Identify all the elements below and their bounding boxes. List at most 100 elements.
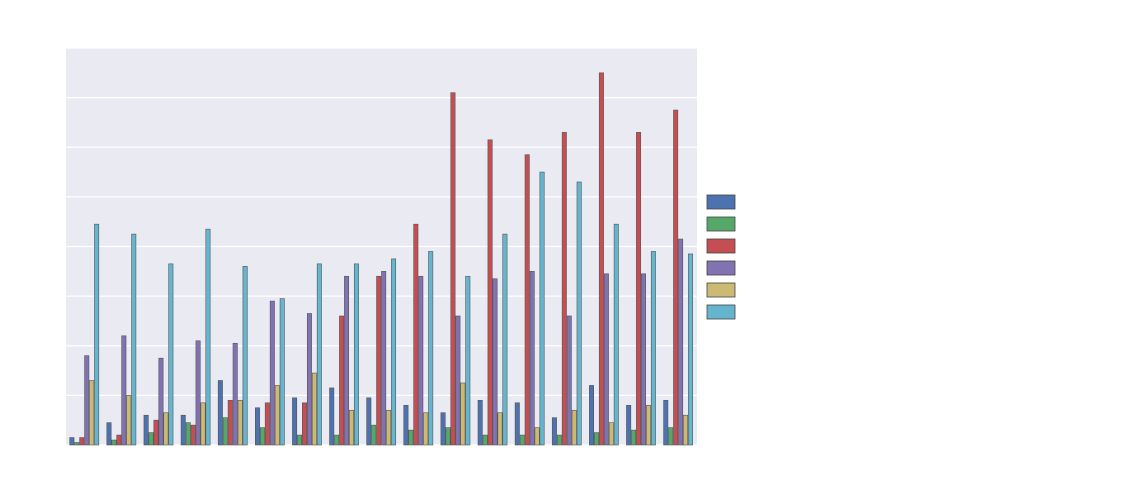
bar (576, 181, 582, 446)
bar (598, 72, 604, 446)
bar (534, 427, 540, 446)
bar (556, 434, 562, 446)
bar (353, 263, 359, 446)
bar (329, 387, 335, 446)
bar (94, 223, 100, 446)
bar (455, 315, 461, 446)
bar (514, 402, 520, 446)
bar (376, 275, 382, 446)
bar (217, 380, 223, 446)
bar (529, 271, 535, 446)
bar (445, 427, 451, 446)
bar (571, 409, 577, 446)
bar (148, 432, 154, 446)
bar (227, 400, 233, 446)
bar (185, 422, 191, 446)
bars (69, 72, 693, 446)
bar (200, 402, 206, 446)
bar (650, 251, 656, 446)
bar (386, 409, 392, 446)
bar (274, 385, 280, 446)
bar (636, 132, 642, 446)
bar (168, 263, 174, 446)
legend-swatch (706, 304, 736, 320)
bar (297, 434, 303, 446)
bar (334, 434, 340, 446)
bar (344, 275, 350, 446)
bar (482, 434, 488, 446)
bar (524, 154, 530, 446)
bar (663, 400, 669, 446)
bar (460, 382, 466, 446)
legend-swatch (706, 216, 736, 232)
bar (403, 404, 409, 446)
bar (292, 397, 298, 446)
legend (706, 194, 736, 320)
bar (428, 251, 434, 446)
bar (69, 437, 75, 446)
bar (641, 273, 646, 446)
bar (423, 412, 429, 446)
bar (418, 275, 424, 446)
bar (366, 397, 372, 446)
bar (264, 402, 270, 446)
bar (163, 412, 169, 446)
bar (561, 132, 567, 446)
bar (566, 315, 572, 446)
bar (645, 404, 651, 446)
bar (302, 402, 307, 446)
bar (539, 171, 545, 446)
bar (89, 380, 95, 446)
bar (440, 412, 446, 446)
bar (306, 313, 312, 446)
bar (594, 432, 599, 446)
bar (153, 419, 159, 446)
bar (613, 223, 619, 446)
bar (205, 228, 211, 446)
bar (497, 412, 503, 446)
bar (121, 335, 127, 446)
bar (259, 427, 265, 446)
bar (673, 109, 679, 446)
legend-entries (706, 194, 736, 320)
bar (195, 340, 201, 446)
bar (450, 92, 456, 446)
bar (465, 275, 471, 446)
bar (158, 357, 164, 446)
bar (668, 427, 674, 446)
bar (413, 223, 419, 446)
bar (190, 424, 196, 446)
legend-swatch (706, 194, 736, 210)
bar (626, 404, 632, 446)
bar (631, 429, 637, 446)
bar (477, 400, 483, 446)
bar (232, 342, 238, 446)
bar (487, 139, 493, 446)
bar (551, 417, 557, 446)
bar (242, 266, 248, 446)
bar (603, 273, 609, 446)
bar (279, 298, 285, 446)
legend-swatch (706, 282, 736, 298)
bar (391, 258, 397, 446)
bar (371, 424, 377, 446)
bar (126, 395, 132, 446)
bar (683, 414, 689, 446)
bar (502, 233, 508, 446)
bar (311, 372, 317, 446)
bar (678, 238, 684, 446)
bar (269, 300, 275, 446)
bar (492, 278, 498, 446)
bar (381, 271, 387, 446)
bar (84, 355, 90, 446)
bar (316, 263, 322, 446)
bar (688, 253, 693, 446)
bar (589, 385, 595, 446)
bar (116, 434, 122, 446)
bar (111, 439, 117, 446)
bar (408, 429, 414, 446)
bar (608, 422, 614, 446)
bar (106, 422, 112, 446)
bar (237, 400, 243, 446)
